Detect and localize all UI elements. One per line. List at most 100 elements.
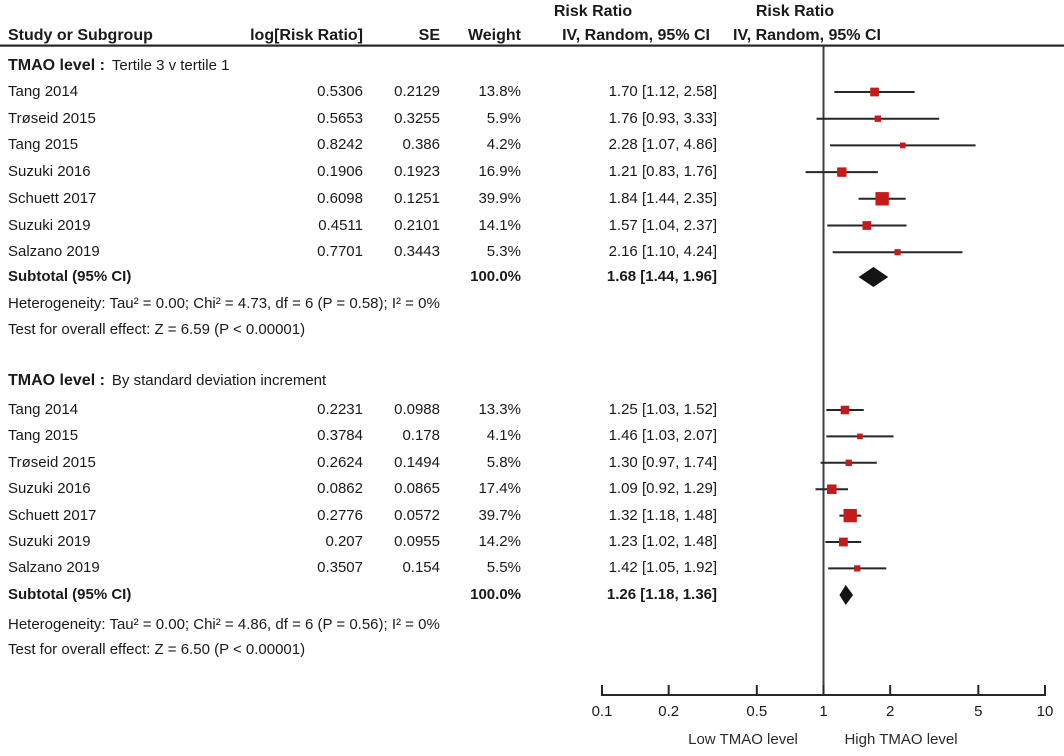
axis-tick-label: 1	[819, 703, 828, 720]
study-log-rr: 0.5306	[317, 83, 363, 100]
study-ci-text: 1.84 [1.44, 2.35]	[608, 189, 717, 207]
study-weight: 5.5%	[486, 559, 521, 577]
subtotal-diamond	[839, 585, 854, 605]
column-header-risk-ratio-plot: Risk Ratio	[755, 3, 835, 20]
study-ci-text: 1.25 [1.03, 1.52]	[608, 401, 717, 418]
effect-size-marker	[894, 249, 901, 256]
study-log-rr: 0.2776	[317, 506, 363, 524]
study-se: 0.2129	[394, 83, 440, 100]
effect-size-marker	[854, 565, 861, 572]
study-log-rr: 0.2231	[317, 401, 363, 418]
axis-tick-label: 2	[886, 703, 895, 720]
study-name: Suzuki 2016	[8, 163, 91, 181]
subgroup-label: TMAO level : By standard deviation increm…	[8, 370, 326, 392]
study-se: 0.3443	[394, 243, 440, 261]
study-log-rr: 0.8242	[317, 136, 363, 154]
study-se: 0.178	[402, 427, 440, 445]
axis-tick-label: 0.1	[591, 703, 613, 720]
study-name: Trøseid 2015	[8, 109, 96, 127]
study-ci-text: 1.57 [1.04, 2.37]	[608, 216, 717, 234]
study-log-rr: 0.207	[325, 533, 363, 550]
study-se: 0.1251	[394, 189, 440, 207]
effect-size-marker	[839, 537, 848, 547]
study-log-rr: 0.7701	[317, 243, 363, 261]
study-se: 0.1494	[394, 453, 440, 471]
study-weight: 5.9%	[486, 109, 521, 127]
subgroup-label-bold: TMAO level :	[8, 371, 105, 389]
effect-size-marker	[857, 433, 863, 440]
study-log-rr: 0.3784	[317, 427, 363, 445]
study-name: Suzuki 2019	[8, 533, 91, 550]
study-log-rr: 0.2624	[317, 453, 363, 471]
study-weight: 17.4%	[478, 480, 521, 498]
study-se: 0.0572	[394, 506, 440, 524]
header-rule	[0, 44, 1064, 47]
overall-effect-text: Test for overall effect: Z = 6.59 (P < 0…	[8, 321, 306, 338]
study-name: Trøseid 2015	[8, 453, 96, 471]
study-se: 0.0988	[394, 401, 440, 418]
column-header-study: Study or Subgroup	[8, 27, 153, 44]
axis-direction-label-low: Low TMAO level	[688, 731, 798, 748]
axis-direction-label-high: High TMAO level	[844, 731, 958, 748]
study-weight: 5.8%	[486, 453, 521, 471]
study-name: Tang 2015	[8, 427, 79, 445]
study-se: 0.154	[402, 559, 440, 577]
study-log-rr: 0.6098	[317, 189, 363, 207]
subgroup-label-description: Tertile 3 v tertile 1	[111, 57, 230, 74]
effect-size-marker	[874, 115, 882, 122]
subtotal-diamond	[858, 267, 889, 287]
study-weight: 13.3%	[478, 401, 521, 418]
column-header-weight: Weight	[467, 27, 521, 44]
study-ci-text: 1.23 [1.02, 1.48]	[608, 533, 717, 550]
study-name: Suzuki 2019	[8, 216, 91, 234]
study-name: Salzano 2019	[8, 243, 100, 261]
subtotal-label: Subtotal (95% CI)	[8, 586, 132, 603]
subgroup-label: TMAO level : Tertile 3 v tertile 1	[8, 55, 229, 77]
axis-tick-label: 5	[974, 703, 983, 720]
study-weight: 4.2%	[486, 136, 521, 154]
axis-tick-label: 0.5	[746, 703, 768, 720]
study-name: Tang 2015	[8, 136, 79, 154]
study-name: Schuett 2017	[8, 506, 97, 524]
study-se: 0.0955	[394, 533, 440, 550]
study-weight: 14.1%	[478, 216, 521, 234]
study-se: 0.2101	[394, 216, 440, 234]
study-log-rr: 0.1906	[317, 163, 363, 181]
study-name: Salzano 2019	[8, 559, 100, 577]
study-log-rr: 0.0862	[317, 480, 363, 498]
subtotal-label: Subtotal (95% CI)	[8, 268, 132, 285]
effect-size-marker	[827, 484, 837, 494]
subgroup-label-description: By standard deviation increment	[111, 371, 327, 389]
subtotal-ci-text: 1.26 [1.18, 1.36]	[606, 586, 717, 603]
column-header-risk-ratio-values: Risk Ratio	[553, 3, 633, 20]
column-header-ci-values: IV, Random, 95% CI	[562, 27, 710, 44]
column-header-ci-plot: IV, Random, 95% CI	[733, 27, 881, 44]
study-ci-text: 1.21 [0.83, 1.76]	[608, 163, 717, 181]
study-ci-text: 1.42 [1.05, 1.92]	[608, 559, 717, 577]
study-log-rr: 0.4511	[318, 216, 363, 234]
study-ci-text: 1.09 [0.92, 1.29]	[608, 480, 717, 498]
study-se: 0.1923	[394, 163, 440, 181]
study-name: Tang 2014	[8, 401, 79, 418]
study-se: 0.0865	[394, 480, 440, 498]
column-header-se: SE	[418, 27, 440, 44]
study-weight: 5.3%	[486, 243, 521, 261]
subtotal-ci-text: 1.68 [1.44, 1.96]	[606, 268, 717, 285]
study-log-rr: 0.3507	[317, 559, 363, 577]
effect-size-marker	[875, 192, 889, 206]
study-log-rr: 0.5653	[317, 109, 363, 127]
effect-size-marker	[843, 508, 857, 523]
axis-tick-label: 0.2	[658, 703, 680, 720]
effect-size-marker	[845, 459, 852, 466]
study-se: 0.386	[402, 136, 440, 154]
heterogeneity-text: Heterogeneity: Tau² = 0.00; Chi² = 4.86,…	[8, 615, 440, 633]
effect-size-marker	[840, 405, 850, 415]
study-weight: 39.9%	[478, 189, 521, 207]
effect-size-marker	[837, 167, 847, 177]
column-header-log-rr: log[Risk Ratio]	[250, 27, 363, 44]
subtotal-weight: 100.0%	[470, 268, 521, 285]
study-weight: 16.9%	[478, 163, 521, 181]
study-se: 0.3255	[394, 109, 440, 127]
